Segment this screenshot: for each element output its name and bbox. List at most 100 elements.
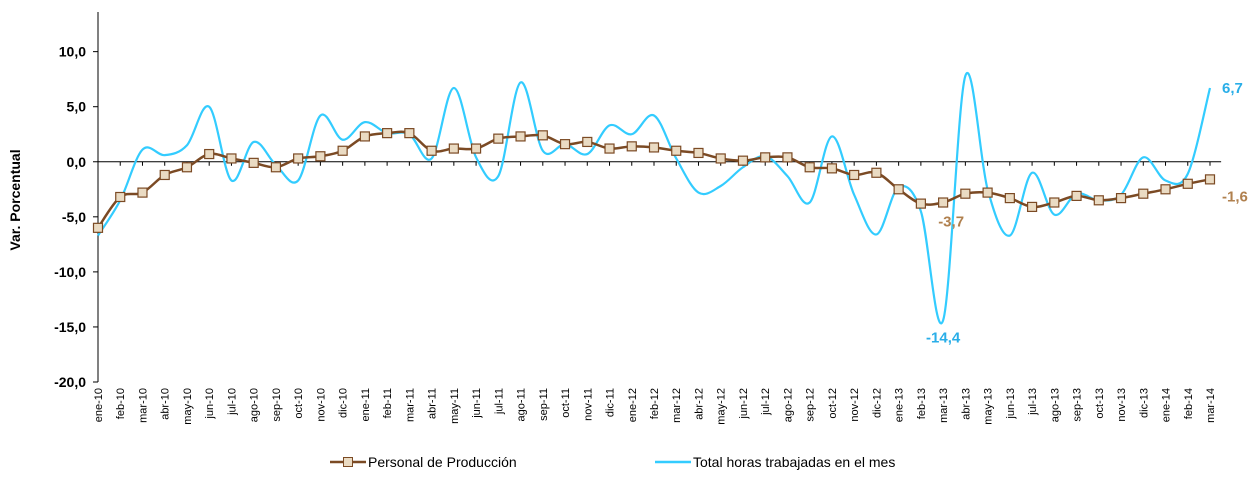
x-tick-label: oct-11 (560, 388, 572, 418)
x-tick-label: jun-11 (471, 388, 483, 419)
point-marker (1204, 174, 1216, 185)
x-tick-label: nov-12 (849, 388, 861, 422)
point-marker (1071, 190, 1082, 201)
x-tick-label: oct-13 (1094, 388, 1106, 419)
point-marker (181, 162, 193, 173)
x-tick-label: feb-13 (916, 388, 928, 419)
x-tick-label: feb-12 (649, 388, 661, 419)
point-marker (804, 162, 815, 173)
x-tick-label: ene-13 (894, 388, 906, 422)
point-marker (1138, 188, 1149, 199)
x-tick-label: ago-13 (1049, 388, 1061, 422)
point-marker (493, 133, 504, 144)
point-marker (270, 162, 282, 173)
x-tick-label: nov-13 (1116, 388, 1128, 422)
series-line (97, 71, 1212, 325)
point-marker (1004, 193, 1015, 204)
data-label: -1,6 (1222, 188, 1248, 205)
point-marker (737, 155, 749, 166)
point-marker (515, 131, 526, 142)
x-tick-label: ene-14 (1161, 388, 1173, 422)
x-tick-label: dic-10 (338, 388, 350, 418)
x-tick-label: mar-10 (137, 388, 149, 423)
x-tick-label: feb-14 (1183, 388, 1195, 419)
point-marker (849, 169, 860, 181)
point-marker (204, 148, 215, 160)
point-marker (982, 187, 993, 198)
x-tick-label: jul-11 (493, 388, 505, 415)
point-marker (92, 222, 104, 233)
x-tick-label: ene-10 (93, 388, 105, 422)
x-tick-label: dic-12 (871, 388, 883, 418)
x-tick-label: sep-10 (271, 388, 283, 422)
point-marker (337, 145, 348, 156)
x-tick-label: feb-11 (382, 388, 394, 418)
y-tick-label: 0,0 (67, 154, 87, 170)
x-tick-label: may-11 (449, 388, 461, 424)
x-tick-label: may-10 (182, 388, 194, 425)
point-marker (559, 139, 571, 150)
x-tick-label: nov-10 (315, 388, 327, 422)
x-tick-label: mar-14 (1205, 388, 1217, 423)
point-marker (671, 145, 682, 156)
point-marker (915, 198, 926, 209)
point-marker (626, 141, 637, 152)
y-tick-label: 10,0 (59, 44, 86, 60)
x-tick-label: abr-13 (960, 388, 972, 420)
point-marker (893, 184, 904, 195)
data-label: -14,4 (926, 329, 961, 346)
point-marker (315, 151, 326, 162)
x-tick-label: ago-11 (516, 388, 528, 421)
x-tick-label: jun-12 (738, 388, 750, 420)
x-tick-label: dic-11 (605, 388, 617, 417)
point-marker (359, 131, 370, 142)
point-marker (426, 145, 437, 156)
x-tick-label: jun-13 (1005, 388, 1017, 420)
point-marker (470, 143, 482, 154)
point-marker (1182, 178, 1193, 189)
x-tick-label: mar-12 (671, 388, 683, 423)
point-marker (1160, 184, 1171, 195)
x-tick-label: sep-13 (1072, 388, 1084, 422)
x-tick-label: oct-10 (293, 388, 305, 419)
x-tick-label: mar-11 (404, 388, 416, 422)
point-marker (693, 147, 704, 159)
y-tick-label: -20,0 (54, 374, 86, 390)
y-axis-label: Var. Porcentual (7, 149, 23, 250)
x-tick-label: sep-11 (538, 388, 550, 421)
point-marker (1049, 197, 1060, 208)
x-tick-label: abr-10 (160, 388, 172, 420)
legend-marker (343, 457, 353, 467)
x-tick-label: oct-12 (827, 388, 839, 419)
point-marker (871, 167, 882, 178)
x-tick-label: sep-12 (805, 388, 817, 422)
x-tick-label: jul-10 (226, 388, 238, 416)
x-tick-label: may-13 (983, 388, 995, 425)
x-tick-label: ene-12 (627, 388, 639, 422)
legend-label: Personal de Producción (368, 454, 517, 470)
point-marker (1026, 201, 1038, 213)
point-marker (782, 152, 793, 163)
x-tick-label: jul-13 (1027, 388, 1039, 416)
data-label: 6,7 (1222, 80, 1243, 97)
point-marker (293, 153, 304, 164)
point-marker (582, 136, 593, 148)
point-marker (715, 153, 726, 164)
point-marker (226, 153, 237, 164)
x-tick-label: ene-11 (360, 388, 372, 421)
x-tick-label: may-12 (716, 388, 728, 425)
point-marker (448, 143, 459, 154)
point-marker (960, 188, 971, 199)
point-marker (137, 187, 148, 198)
x-tick-label: mar-13 (938, 388, 950, 423)
point-marker (159, 169, 170, 181)
point-marker (248, 157, 259, 168)
point-marker (604, 143, 615, 154)
point-marker (382, 128, 393, 139)
point-marker (404, 128, 415, 139)
y-tick-label: -10,0 (54, 264, 86, 280)
x-tick-label: nov-11 (582, 388, 594, 421)
x-tick-label: ago-12 (782, 388, 794, 422)
x-tick-label: jul-12 (760, 388, 772, 416)
